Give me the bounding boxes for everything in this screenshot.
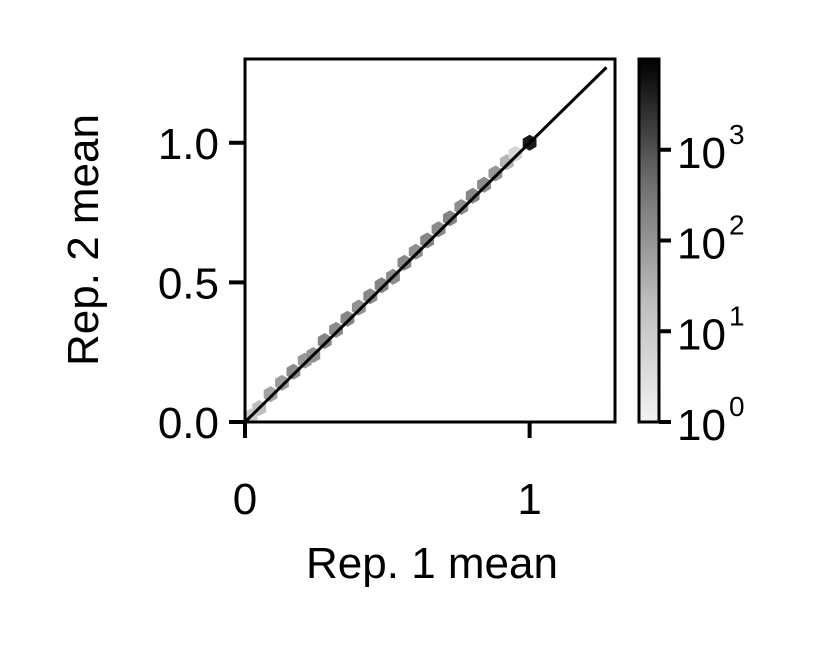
colorbar-tick-label: 10: [677, 401, 726, 450]
colorbar-tick-exponent: 0: [729, 391, 745, 422]
y-axis: 0.0 0.5 1.0: [158, 120, 245, 448]
hexbin-cell: [477, 176, 491, 193]
hexbin-cell: [397, 254, 412, 271]
hexbin-cell: [263, 386, 278, 403]
plot-frame: [243, 57, 617, 424]
hexbin-cell: [443, 210, 457, 227]
hexbin-cell: [286, 363, 301, 380]
x-axis-title: Rep. 1 mean: [306, 539, 558, 588]
hexbin-cell: [408, 243, 423, 260]
y-axis-title: Rep. 2 mean: [59, 114, 108, 366]
colorbar-tick-exponent: 1: [729, 300, 745, 331]
hexbin-cell: [317, 333, 332, 349]
hexbin-cell: [351, 299, 366, 316]
y-tick-label: 0.5: [158, 259, 219, 308]
hexbin-cell: [420, 232, 435, 249]
hexbin-cell: [454, 199, 469, 215]
y-tick-label: 0.0: [158, 399, 219, 448]
colorbar-gradient: [637, 57, 661, 424]
y-tick-label: 1.0: [158, 120, 219, 169]
hexbin-cell: [275, 374, 289, 391]
diagonal-reference-line: [243, 66, 608, 424]
hexbin-cell: [363, 288, 378, 305]
colorbar-tick-exponent: 2: [729, 210, 745, 241]
x-tick-label: 0: [233, 475, 257, 524]
hexbin-cell: [374, 277, 389, 294]
hexbin-cell: [488, 165, 503, 182]
x-tick-label: 1: [517, 475, 541, 524]
colorbar-tick-label: 10: [677, 310, 726, 359]
hexbin-cell: [465, 187, 480, 204]
colorbar-tick-label: 10: [677, 129, 726, 178]
colorbar-tick-exponent: 3: [729, 119, 745, 150]
hexbin-cell: [340, 310, 355, 327]
hexbin-cell: [329, 321, 343, 338]
hexbin-cell: [431, 221, 446, 238]
hexbin-cell: [508, 145, 523, 162]
colorbar-tick-label: 10: [677, 220, 726, 269]
